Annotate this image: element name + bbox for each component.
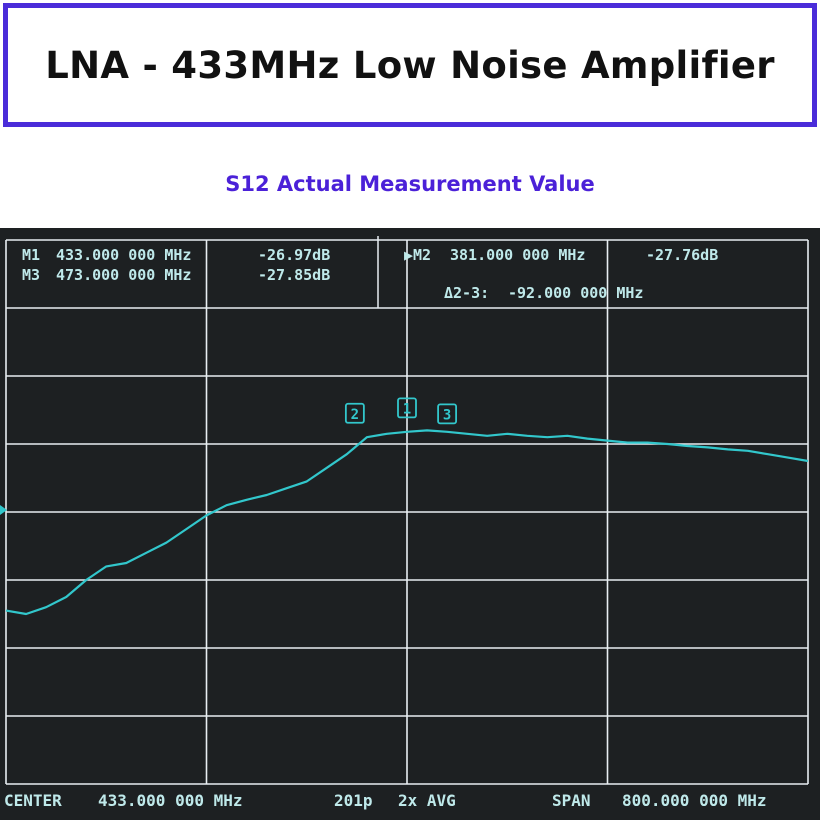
- chart-svg: M1 433.000 000 MHz -26.97dB M3 473.000 0…: [0, 236, 809, 810]
- m2-value: -27.76dB: [646, 246, 718, 264]
- s12-trace: [5, 429, 809, 616]
- m2-freq: 381.000 000 MHz: [450, 246, 585, 264]
- marker-box: [344, 402, 365, 424]
- marker-box: [397, 397, 417, 419]
- marker-id-label: 3: [443, 407, 451, 423]
- marker-box: [437, 403, 458, 425]
- delta-label: Δ2-3:: [444, 284, 489, 302]
- center-label: CENTER: [4, 791, 62, 810]
- m1-value: -26.97dB: [258, 246, 330, 264]
- span-label: SPAN: [552, 791, 591, 810]
- m1-freq: 433.000 000 MHz: [56, 246, 191, 264]
- center-value: 433.000 000 MHz: [98, 791, 243, 810]
- marker-id-label: 1: [403, 401, 411, 417]
- m3-freq: 473.000 000 MHz: [56, 266, 191, 284]
- marker-1: 1: [397, 397, 417, 419]
- marker-id-label: 2: [351, 407, 359, 423]
- delta-value: -92.000 000 MHz: [508, 284, 643, 302]
- marker-group: 1 2 3: [344, 397, 458, 425]
- trace-group: [5, 429, 809, 616]
- m3-value: -27.85dB: [258, 266, 330, 284]
- reference-level-arrow: [0, 505, 7, 515]
- analyzer-screen: M1 433.000 000 MHz -26.97dB M3 473.000 0…: [0, 228, 820, 820]
- m3-label: M3: [22, 266, 40, 284]
- marker-3: 3: [437, 403, 458, 425]
- m1-label: M1: [22, 246, 40, 264]
- points-label: 201p: [334, 791, 373, 810]
- avg-label: 2x AVG: [398, 791, 456, 810]
- chart-subtitle: S12 Actual Measurement Value: [225, 172, 595, 196]
- page-title: LNA - 433MHz Low Noise Amplifier: [45, 43, 775, 87]
- m2-label: ▶M2: [404, 246, 431, 264]
- span-value: 800.000 000 MHz: [622, 791, 767, 810]
- marker-2: 2: [344, 402, 365, 424]
- title-frame: LNA - 433MHz Low Noise Amplifier: [3, 3, 817, 127]
- grid: [5, 239, 809, 785]
